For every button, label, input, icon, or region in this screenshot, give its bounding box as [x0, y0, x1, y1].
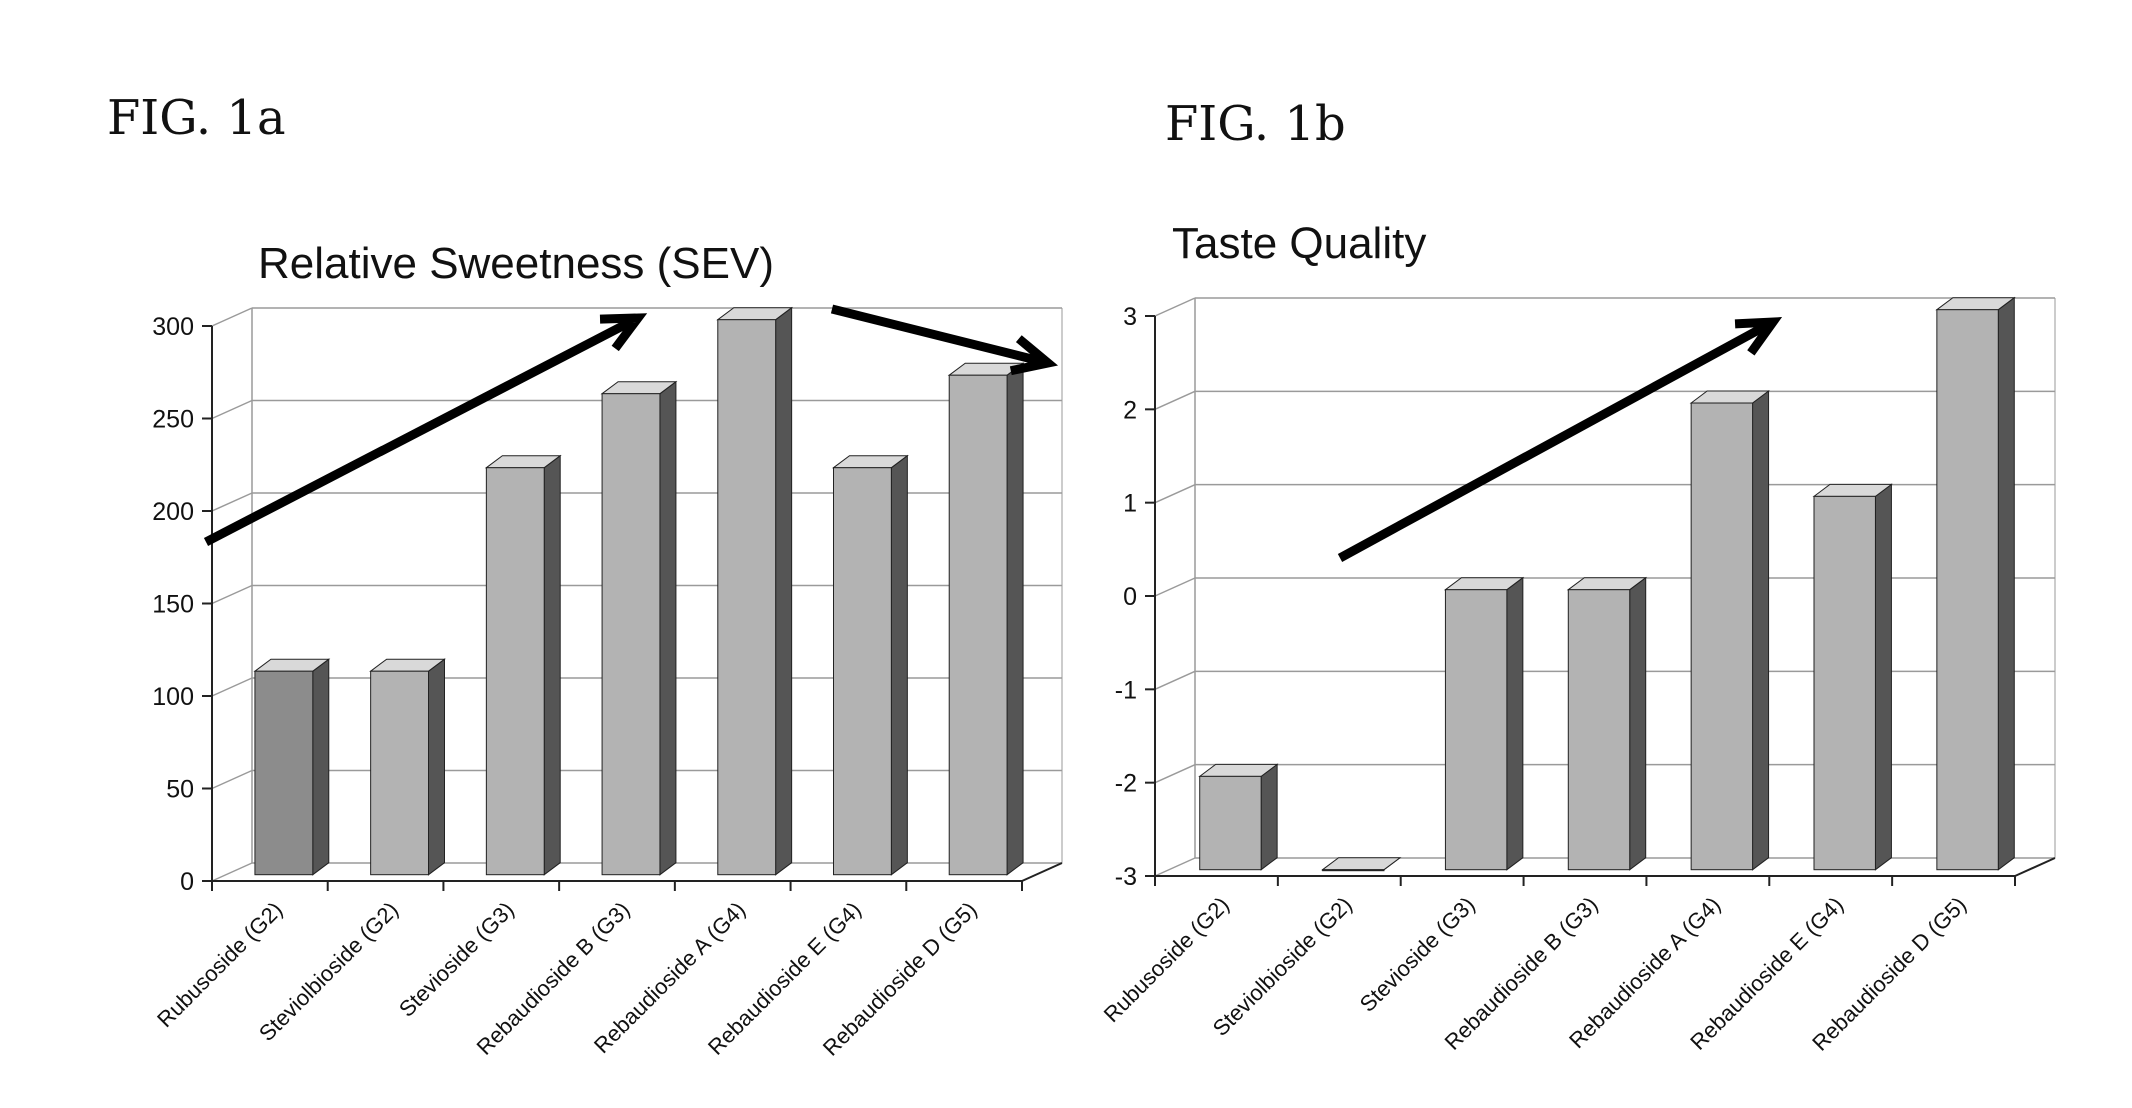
gridline-side — [212, 863, 252, 881]
bar — [834, 456, 908, 875]
y-tick-label: 200 — [152, 498, 194, 526]
gridline-side — [212, 401, 252, 419]
y-tick-label: 0 — [1123, 583, 1137, 611]
bar — [486, 456, 560, 875]
bar-side — [1261, 764, 1277, 869]
bar — [1814, 484, 1891, 869]
x-tick-label: Steviolbioside (G2) — [1208, 892, 1357, 1041]
gridline-side — [1155, 765, 1195, 783]
gridline-side — [1155, 391, 1195, 409]
gridline-side — [212, 678, 252, 696]
x-tick-label: Stevioside (G3) — [1355, 892, 1480, 1017]
gridline-side — [212, 771, 252, 789]
x-tick-label: Rubusoside (G2) — [152, 897, 287, 1032]
bar-front — [834, 468, 892, 875]
bar-front — [1814, 496, 1875, 869]
y-tick-label: 50 — [166, 776, 194, 804]
bar — [371, 659, 445, 875]
bar-front — [1323, 870, 1384, 871]
y-tick-label: 1 — [1123, 490, 1137, 518]
trend-arrow-line — [206, 323, 629, 542]
bar-front — [1445, 590, 1506, 870]
floor-edge — [1022, 863, 1062, 881]
y-tick-label: 100 — [152, 683, 194, 711]
bar-side — [544, 456, 560, 875]
bar-side — [1007, 363, 1023, 875]
y-tick-label: 250 — [152, 406, 194, 434]
bar — [255, 659, 329, 875]
gridline-side — [1155, 858, 1195, 876]
y-tick-label: 2 — [1123, 396, 1137, 424]
bar — [602, 382, 676, 875]
bar — [1323, 858, 1400, 871]
y-tick-label: 300 — [152, 313, 194, 341]
bar — [949, 363, 1023, 875]
bar-front — [371, 671, 429, 875]
bar-side — [429, 659, 445, 875]
floor-edge — [2015, 858, 2055, 876]
y-tick-label: -2 — [1115, 770, 1137, 798]
bar-top — [1323, 858, 1400, 870]
bar-side — [313, 659, 329, 875]
bar-side — [1753, 391, 1769, 870]
bar-front — [718, 320, 776, 875]
gridline-side — [212, 493, 252, 511]
bar — [1445, 578, 1522, 870]
chart-relative-sweetness: Relative Sweetness (SEV) 0 50 100 150 200 250 3… — [152, 239, 1062, 1061]
y-tick-label: -1 — [1115, 676, 1137, 704]
bar-side — [1875, 484, 1891, 869]
bar — [1568, 578, 1645, 870]
chart-taste-quality: Taste Quality-3-2-10123Rubusoside (G2)St… — [1099, 219, 2055, 1056]
bar — [1200, 764, 1277, 869]
y-tick-label: 0 — [180, 868, 194, 896]
bar-side — [1998, 298, 2014, 870]
trend-arrow-line — [832, 309, 1038, 361]
bar-front — [602, 394, 660, 875]
gridline-side — [1155, 485, 1195, 503]
bar — [718, 308, 792, 875]
chart-title: Taste Quality — [1172, 219, 1426, 268]
bar-front — [949, 375, 1007, 875]
bar-side — [776, 308, 792, 875]
y-tick-label: 3 — [1123, 303, 1137, 331]
bar-front — [1200, 776, 1261, 869]
bar-front — [486, 468, 544, 875]
chart-title: Relative Sweetness (SEV) — [258, 239, 774, 288]
bar-side — [660, 382, 676, 875]
bar — [1937, 298, 2014, 870]
gridline-side — [212, 586, 252, 604]
bar-side — [1507, 578, 1523, 870]
gridline-side — [1155, 298, 1195, 316]
bar — [1691, 391, 1768, 870]
x-tick-label: Rubusoside (G2) — [1099, 892, 1234, 1027]
y-tick-label: 150 — [152, 591, 194, 619]
y-tick-label: -3 — [1115, 863, 1137, 891]
gridline-side — [212, 308, 252, 326]
bar-side — [891, 456, 907, 875]
bar-front — [1691, 403, 1752, 870]
gridline-side — [1155, 578, 1195, 596]
gridline-side — [1155, 671, 1195, 689]
bar-side — [1630, 578, 1646, 870]
bar-front — [255, 671, 313, 875]
bar-front — [1568, 590, 1629, 870]
bar-front — [1937, 310, 1998, 870]
charts-canvas: Relative Sweetness (SEV) 0 50 100 150 200 250 3… — [0, 0, 2132, 1108]
x-tick-label: Stevioside (G3) — [394, 897, 519, 1022]
